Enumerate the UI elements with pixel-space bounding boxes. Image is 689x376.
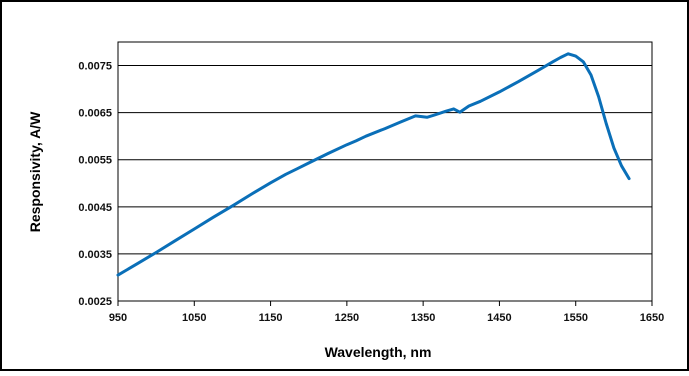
y-tick-label: 0.0045 xyxy=(78,202,112,214)
x-tick-label: 950 xyxy=(109,312,127,324)
gridlines xyxy=(118,65,652,255)
y-axis-title: Responsivity, A/W xyxy=(27,111,43,232)
x-tick-label: 1150 xyxy=(259,312,283,324)
series-line xyxy=(116,52,631,277)
series-group xyxy=(116,52,631,277)
y-tick-labels: 0.0025 0.0035 0.0045 0.0055 0.0065 0.0075 xyxy=(78,61,112,308)
y-tick-label: 0.0055 xyxy=(78,155,112,167)
x-tick-label: 1550 xyxy=(563,312,587,324)
x-tick-labels: 950 1050 1150 1250 1350 1450 1550 1650 xyxy=(109,301,664,324)
x-tick-label: 1250 xyxy=(335,312,359,324)
x-tick-label: 1450 xyxy=(487,312,511,324)
x-axis-title: Wavelength, nm xyxy=(325,344,432,360)
y-tick-label: 0.0025 xyxy=(78,296,112,308)
x-tick-label: 1650 xyxy=(640,312,664,324)
x-tick-label: 1350 xyxy=(411,312,435,324)
y-tick-label: 0.0035 xyxy=(78,249,112,261)
y-tick-label: 0.0075 xyxy=(78,61,112,73)
y-tick-label: 0.0065 xyxy=(78,108,112,120)
plot-area xyxy=(117,41,653,302)
x-tick-label: 1050 xyxy=(182,312,206,324)
